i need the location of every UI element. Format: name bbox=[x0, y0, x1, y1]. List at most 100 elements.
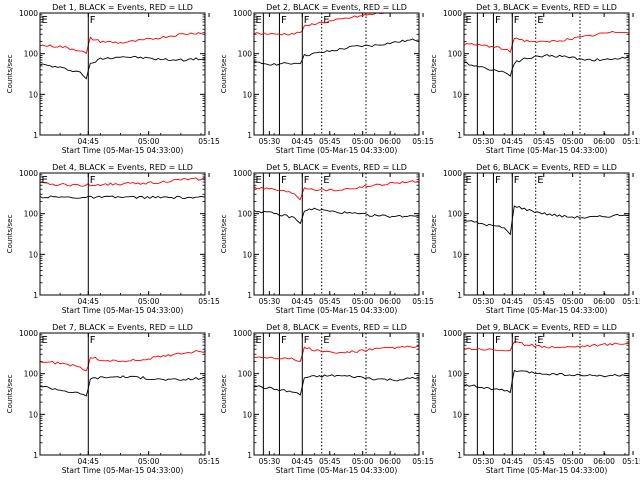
panel-data-area bbox=[254, 180, 419, 225]
events-series-line bbox=[254, 207, 419, 225]
x-tick-label: 06:00 bbox=[593, 137, 615, 146]
panel-title: Det 1, BLACK = Events, RED = LLD bbox=[52, 3, 193, 12]
x-tick-label: 05:15 bbox=[412, 297, 434, 306]
events-series-line bbox=[40, 375, 205, 397]
y-tick-label: 100 bbox=[448, 50, 463, 59]
panel-frame bbox=[39, 12, 206, 136]
panel-data-area bbox=[254, 13, 419, 66]
panel-title: Det 8, BLACK = Events, RED = LLD bbox=[266, 323, 407, 332]
y-tick-label: 100 bbox=[238, 50, 253, 59]
x-tick-label: 05:15 bbox=[412, 457, 434, 466]
panel-det-5: Det 5, BLACK = Events, RED = LLD Counts/s… bbox=[220, 163, 615, 315]
marker-letter: E bbox=[466, 15, 472, 26]
y-tick-label: 10 bbox=[242, 90, 252, 99]
x-tick-label: 06:00 bbox=[379, 297, 401, 306]
marker-letter: F bbox=[90, 15, 96, 26]
y-tick-label: 10 bbox=[242, 410, 252, 419]
events-series-line bbox=[254, 374, 419, 396]
y-axis-label: Counts/sec bbox=[220, 215, 228, 254]
marker-letter: E bbox=[323, 335, 329, 346]
x-tick-label: 05:45 bbox=[319, 297, 341, 306]
x-tick-label: 05:00 bbox=[562, 457, 584, 466]
x-tick-label: 04:45 bbox=[291, 137, 313, 146]
panel-det-6: Det 6, BLACK = Events, RED = LLD Counts/s… bbox=[430, 163, 640, 315]
x-tick-label: 05:15 bbox=[412, 137, 434, 146]
y-axis-label: Counts/sec bbox=[430, 55, 438, 94]
marker-letter: F bbox=[281, 175, 287, 186]
panel-det-3: Det 3, BLACK = Events, RED = LLD Counts/s… bbox=[430, 3, 640, 155]
x-tick-label: 06:00 bbox=[379, 457, 401, 466]
panel-frame bbox=[463, 172, 630, 296]
marker-letter: E bbox=[256, 175, 262, 186]
y-tick-label: 100 bbox=[448, 370, 463, 379]
y-axis-label: Counts/sec bbox=[430, 375, 438, 414]
y-tick-label: 1000 bbox=[443, 169, 462, 178]
marker-letter: E bbox=[537, 15, 543, 26]
marker-letter: E bbox=[42, 335, 48, 346]
y-tick-label: 1000 bbox=[19, 9, 38, 18]
x-tick-label: 05:00 bbox=[138, 457, 160, 466]
marker-letter: E bbox=[42, 175, 48, 186]
y-tick-label: 100 bbox=[24, 370, 39, 379]
y-tick-label: 1000 bbox=[19, 329, 38, 338]
marker-letter: E bbox=[537, 335, 543, 346]
panel-det-2: Det 2, BLACK = Events, RED = LLD Counts/s… bbox=[220, 3, 615, 155]
lld-series-line bbox=[40, 32, 205, 55]
x-tick-label: 05:45 bbox=[533, 137, 555, 146]
x-tick-label: 05:45 bbox=[319, 457, 341, 466]
panel-data-area bbox=[464, 341, 629, 394]
y-tick-label: 1000 bbox=[233, 169, 252, 178]
y-tick-label: 1000 bbox=[443, 329, 462, 338]
x-tick-label: 05:00 bbox=[138, 137, 160, 146]
x-tick-label: 05:00 bbox=[352, 297, 374, 306]
y-tick-label: 1 bbox=[33, 451, 38, 460]
x-tick-label: 04:45 bbox=[291, 297, 313, 306]
x-tick-label: 05:45 bbox=[533, 297, 555, 306]
lld-series-line bbox=[254, 345, 419, 362]
y-tick-label: 1000 bbox=[233, 9, 252, 18]
x-tick-label: 05:30 bbox=[259, 297, 281, 306]
y-tick-label: 1 bbox=[247, 451, 252, 460]
panel-data-area bbox=[40, 349, 205, 397]
x-tick-label: 04:45 bbox=[77, 137, 99, 146]
x-axis-label: Start Time (05-Mar-15 04:33:00) bbox=[62, 466, 184, 475]
x-tick-label: 05:15 bbox=[622, 297, 640, 306]
lld-series-line bbox=[464, 341, 629, 352]
panel-title: Det 4, BLACK = Events, RED = LLD bbox=[52, 163, 193, 172]
y-tick-label: 1 bbox=[457, 131, 462, 140]
x-tick-label: 05:30 bbox=[259, 457, 281, 466]
marker-letter: F bbox=[281, 15, 287, 26]
marker-letter: E bbox=[42, 15, 48, 26]
marker-letter: E bbox=[323, 175, 329, 186]
lld-series-line bbox=[254, 180, 419, 201]
y-axis-label: Counts/sec bbox=[430, 215, 438, 254]
marker-letter: E bbox=[466, 175, 472, 186]
marker-letter: F bbox=[304, 335, 310, 346]
y-tick-label: 1000 bbox=[443, 9, 462, 18]
x-tick-label: 04:45 bbox=[291, 457, 313, 466]
panel-frame bbox=[463, 12, 630, 136]
panel-title: Det 3, BLACK = Events, RED = LLD bbox=[476, 3, 617, 12]
x-tick-label: 05:30 bbox=[473, 137, 495, 146]
panel-title: Det 2, BLACK = Events, RED = LLD bbox=[266, 3, 407, 12]
x-tick-label: 05:00 bbox=[352, 457, 374, 466]
marker-letter: F bbox=[495, 15, 501, 26]
x-tick-label: 06:00 bbox=[379, 137, 401, 146]
x-tick-label: 06:00 bbox=[593, 457, 615, 466]
y-tick-label: 10 bbox=[452, 250, 462, 259]
panel-frame bbox=[253, 12, 420, 136]
x-tick-label: 05:30 bbox=[259, 137, 281, 146]
marker-letter: E bbox=[256, 335, 262, 346]
marker-letter: F bbox=[495, 175, 501, 186]
y-axis-label: Counts/sec bbox=[6, 375, 14, 414]
x-tick-label: 04:45 bbox=[501, 457, 523, 466]
x-tick-label: 05:00 bbox=[138, 297, 160, 306]
events-series-line bbox=[464, 369, 629, 394]
marker-letter: F bbox=[304, 15, 310, 26]
y-tick-label: 1 bbox=[247, 131, 252, 140]
y-tick-label: 1000 bbox=[233, 329, 252, 338]
y-tick-label: 10 bbox=[28, 250, 38, 259]
x-tick-label: 04:45 bbox=[501, 137, 523, 146]
